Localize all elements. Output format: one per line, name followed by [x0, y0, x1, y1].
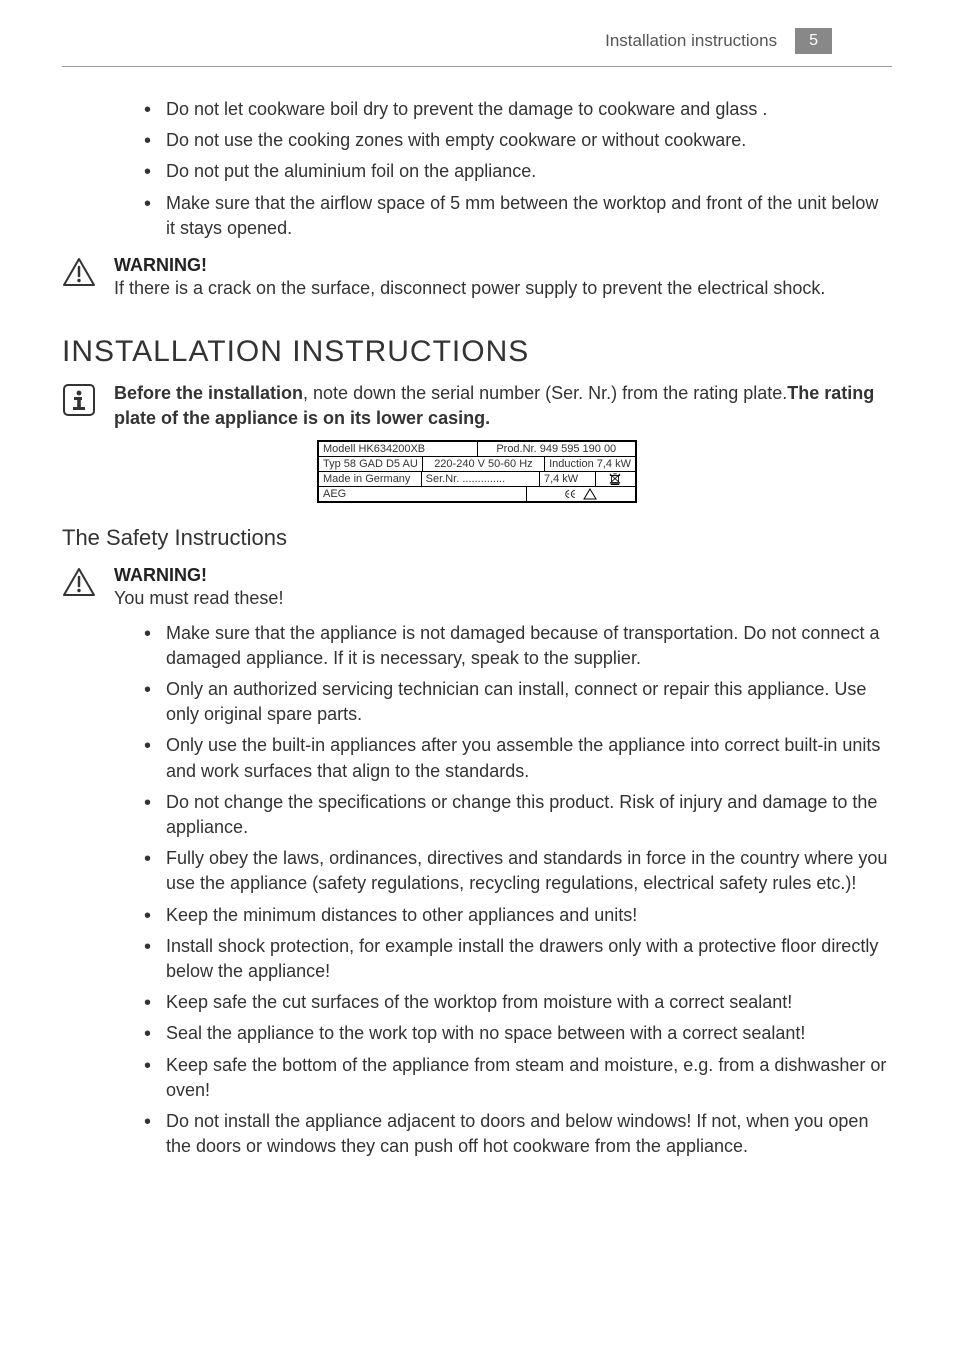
- approval-triangle-icon: [583, 488, 597, 500]
- ce-mark-icon: [565, 488, 579, 500]
- plate-row: Modell HK634200XB Prod.Nr. 949 595 190 0…: [319, 442, 635, 457]
- list-item: Do not install the appliance adjacent to…: [144, 1109, 892, 1159]
- list-item: Install shock protection, for example in…: [144, 934, 892, 984]
- warning-triangle-icon: [62, 567, 96, 597]
- info-block: Before the installation, note down the s…: [62, 381, 892, 431]
- plate-row: Made in Germany Ser.Nr. .............. 7…: [319, 472, 635, 487]
- plate-prodnr: Prod.Nr. 949 595 190 00: [478, 442, 636, 457]
- plate-voltage: 220-240 V 50-60 Hz: [423, 457, 545, 472]
- rating-plate-wrap: Modell HK634200XB Prod.Nr. 949 595 190 0…: [62, 440, 892, 503]
- info-icon: [62, 383, 96, 417]
- warning-title: WARNING!: [114, 565, 283, 586]
- list-item: Do not use the cooking zones with empty …: [144, 128, 892, 153]
- section-heading: INSTALLATION INSTRUCTIONS: [62, 335, 892, 369]
- plate-marks-cell: [527, 487, 635, 501]
- plate-sernr: Ser.Nr. ..............: [422, 472, 540, 487]
- page-header: Installation instructions 5: [62, 0, 892, 67]
- plate-induction: Induction 7,4 kW: [545, 457, 635, 472]
- safety-list-wrap: Make sure that the appliance is not dama…: [62, 621, 892, 1160]
- list-item: Only an authorized servicing technician …: [144, 677, 892, 727]
- header-title: Installation instructions: [605, 31, 777, 51]
- list-item: Fully obey the laws, ordinances, directi…: [144, 846, 892, 896]
- plate-model: Modell HK634200XB: [319, 442, 478, 457]
- plate-no-trash-cell: [596, 472, 635, 487]
- plate-kw: 7,4 kW: [540, 472, 596, 487]
- warning-body: You must read these!: [114, 586, 283, 611]
- warning-body: If there is a crack on the surface, disc…: [114, 276, 825, 301]
- warning-triangle-icon: [62, 257, 96, 287]
- list-item: Do not put the aluminium foil on the app…: [144, 159, 892, 184]
- list-item: Keep the minimum distances to other appl…: [144, 903, 892, 928]
- list-item: Keep safe the bottom of the appliance fr…: [144, 1053, 892, 1103]
- info-mid: , note down the serial number (Ser. Nr.)…: [303, 383, 787, 403]
- weee-bin-icon: [608, 473, 622, 485]
- plate-made-in: Made in Germany: [319, 472, 422, 487]
- info-bold-lead: Before the installation: [114, 383, 303, 403]
- plate-brand: AEG: [319, 487, 527, 501]
- info-text: Before the installation, note down the s…: [114, 381, 892, 431]
- top-bullet-list: Do not let cookware boil dry to prevent …: [62, 97, 892, 241]
- warning-block: WARNING! If there is a crack on the surf…: [62, 255, 892, 301]
- plate-typ: Typ 58 GAD D5 AU: [319, 457, 423, 472]
- list-item: Make sure that the appliance is not dama…: [144, 621, 892, 671]
- safety-subheading: The Safety Instructions: [62, 525, 892, 551]
- warning-title: WARNING!: [114, 255, 825, 276]
- plate-row: Typ 58 GAD D5 AU 220-240 V 50-60 Hz Indu…: [319, 457, 635, 472]
- safety-bullet-list: Make sure that the appliance is not dama…: [62, 621, 892, 1160]
- page-number-badge: 5: [795, 28, 832, 54]
- plate-row: AEG: [319, 487, 635, 501]
- list-item: Only use the built-in appliances after y…: [144, 733, 892, 783]
- warning-text: WARNING! You must read these!: [114, 565, 283, 611]
- list-item: Seal the appliance to the work top with …: [144, 1021, 892, 1046]
- list-item: Do not let cookware boil dry to prevent …: [144, 97, 892, 122]
- list-item: Keep safe the cut surfaces of the workto…: [144, 990, 892, 1015]
- warning-block: WARNING! You must read these!: [62, 565, 892, 611]
- page-content: Do not let cookware boil dry to prevent …: [0, 67, 954, 1205]
- list-item: Do not change the specifications or chan…: [144, 790, 892, 840]
- warning-text: WARNING! If there is a crack on the surf…: [114, 255, 825, 301]
- list-item: Make sure that the airflow space of 5 mm…: [144, 191, 892, 241]
- rating-plate: Modell HK634200XB Prod.Nr. 949 595 190 0…: [317, 440, 637, 503]
